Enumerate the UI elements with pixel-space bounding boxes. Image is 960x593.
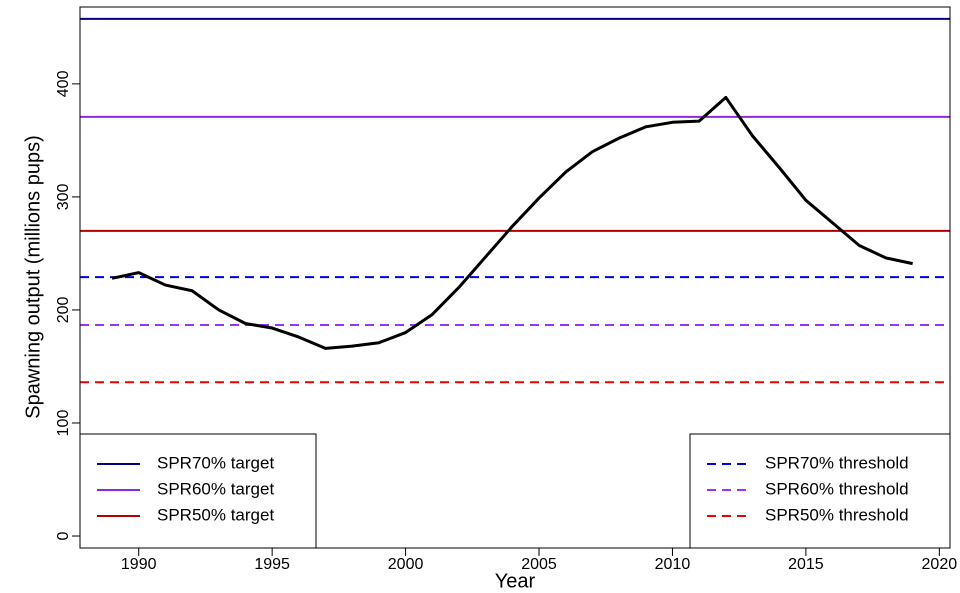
y-tick-label: 100 (55, 410, 72, 437)
legend-label: SPR60% target (157, 479, 274, 498)
x-tick-label: 1995 (254, 556, 290, 573)
y-axis-label: Spawning output (millions pups) (22, 135, 44, 419)
y-tick-label: 300 (55, 183, 72, 210)
y-tick-label: 200 (55, 296, 72, 323)
x-axis-label: Year (495, 570, 536, 592)
y-tick-label: 400 (55, 70, 72, 97)
data-line (111, 95, 913, 350)
x-tick-label: 2020 (922, 556, 958, 573)
legend-box (689, 433, 951, 549)
x-tick-label: 2000 (388, 556, 424, 573)
legend-label: SPR50% threshold (765, 505, 909, 524)
legend-label: SPR60% threshold (765, 479, 909, 498)
legend-label: SPR50% target (157, 505, 274, 524)
legend-label: SPR70% target (157, 453, 274, 472)
x-tick-label: 1990 (121, 556, 157, 573)
legend-label: SPR70% threshold (765, 453, 909, 472)
y-tick-label: 0 (55, 531, 72, 540)
plot-frame (79, 6, 951, 549)
x-tick-label: 2010 (655, 556, 691, 573)
x-tick-label: 2015 (788, 556, 824, 573)
x-tick-label: 2005 (521, 556, 557, 573)
